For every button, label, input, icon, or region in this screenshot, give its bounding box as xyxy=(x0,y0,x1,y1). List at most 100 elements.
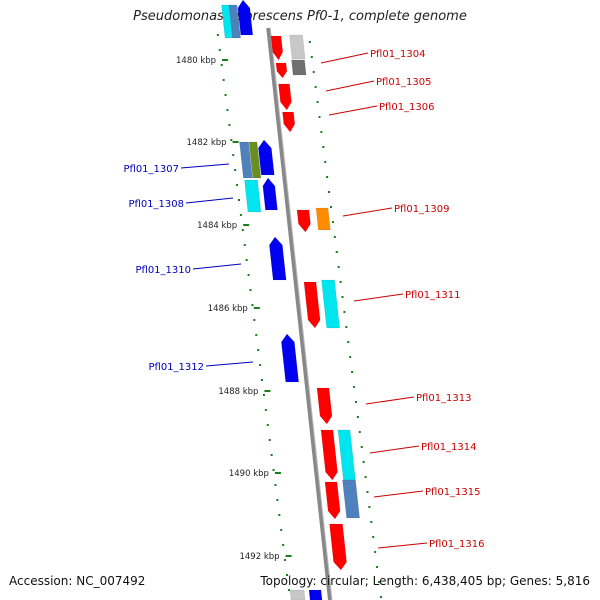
outer-guide-dot xyxy=(343,311,346,313)
inner-guide-dot xyxy=(266,424,269,426)
gene-leader-line xyxy=(328,105,378,116)
gene-label[interactable]: Pfl01_1314 xyxy=(421,442,477,453)
inner-guide-dot xyxy=(245,259,248,261)
gene-leader-line xyxy=(180,163,230,169)
outer-guide-dot xyxy=(354,401,357,403)
gene-arrow-forward[interactable] xyxy=(278,83,292,111)
gene-arrow-forward[interactable] xyxy=(320,429,338,481)
blast-hit-block[interactable] xyxy=(248,141,262,179)
outer-guide-dot xyxy=(320,131,323,133)
inner-guide-dot xyxy=(282,544,285,546)
blast-hit-block[interactable] xyxy=(244,179,262,213)
inner-guide-dot xyxy=(243,244,246,246)
gene-arrow-reverse[interactable] xyxy=(258,139,275,176)
gene-arrow-forward[interactable] xyxy=(324,481,341,520)
gene-leader-line xyxy=(205,361,254,367)
gene-label[interactable]: Pfl01_1309 xyxy=(394,204,450,215)
blast-hit-block[interactable] xyxy=(342,479,360,519)
outer-guide-dot xyxy=(360,446,363,448)
blast-hit-block[interactable] xyxy=(321,279,340,329)
inner-guide-dot xyxy=(255,334,258,336)
genome-title: Pseudomonas fluorescens Pf0-1, complete … xyxy=(133,9,467,24)
gene-label[interactable]: Pfl01_1315 xyxy=(425,487,481,498)
outer-guide-dot xyxy=(312,71,315,73)
gene-leader-line xyxy=(185,197,234,204)
blast-hit-block[interactable] xyxy=(315,207,331,231)
gene-label[interactable]: Pfl01_1312 xyxy=(148,362,204,373)
kbp-tick-mark xyxy=(222,59,229,61)
kbp-tick-label: 1486 kbp xyxy=(208,304,248,314)
gene-arrow-forward[interactable] xyxy=(270,35,283,61)
outer-guide-dot xyxy=(379,596,382,598)
inner-guide-dot xyxy=(249,289,252,291)
outer-guide-dot xyxy=(318,116,321,118)
gene-arrow-forward[interactable] xyxy=(296,209,311,233)
outer-guide-dot xyxy=(374,551,377,553)
inner-guide-dot xyxy=(239,214,242,216)
gene-label[interactable]: Pfl01_1307 xyxy=(123,164,179,175)
gene-leader-line xyxy=(377,542,428,549)
outer-guide-dot xyxy=(364,476,367,478)
gene-arrow-reverse[interactable] xyxy=(308,589,323,600)
blast-hit-block[interactable] xyxy=(337,429,356,481)
outer-guide-dot xyxy=(316,101,319,103)
kbp-tick-label: 1488 kbp xyxy=(218,387,258,397)
outer-guide-dot xyxy=(339,281,342,283)
gene-label[interactable]: Pfl01_1304 xyxy=(370,49,426,60)
gene-leader-line xyxy=(325,80,375,92)
blast-hit-block[interactable] xyxy=(289,589,306,600)
outer-guide-dot xyxy=(376,566,379,568)
kbp-tick-mark xyxy=(264,390,271,392)
gene-arrow-reverse[interactable] xyxy=(269,236,287,281)
gene-arrow-forward[interactable] xyxy=(329,523,347,571)
gene-label[interactable]: Pfl01_1313 xyxy=(416,393,472,404)
outer-guide-dot xyxy=(370,521,373,523)
gene-leader-line xyxy=(192,263,242,270)
kbp-ticks: 1480 kbp 1482 kbp 1484 kbp 1486 kbp 1488 kbp… xyxy=(176,56,292,562)
outer-guide-dot xyxy=(341,296,344,298)
accession-label: Accession: NC_007492 xyxy=(9,574,146,588)
blast-hit-block[interactable] xyxy=(289,34,306,60)
gene-leader-line xyxy=(342,207,393,217)
gene-leader-line xyxy=(320,52,369,64)
outer-guide-dot xyxy=(310,56,313,58)
inner-guide-dot xyxy=(274,484,277,486)
outer-guide-dot xyxy=(333,236,336,238)
gene-arrow-forward[interactable] xyxy=(275,62,288,79)
gene-label[interactable]: Pfl01_1305 xyxy=(376,77,432,88)
gene-leader-line xyxy=(369,445,420,454)
inner-guide-dot xyxy=(237,199,240,201)
topology-label: Topology: circular; Length: 6,438,405 bp… xyxy=(260,574,590,588)
gene-label[interactable]: Pfl01_1308 xyxy=(128,199,184,210)
inner-guide-dot xyxy=(226,109,229,111)
gene-labels[interactable]: Pfl01_1304 Pfl01_1305 Pfl01_1306 Pfl01_1307… xyxy=(123,49,484,550)
gene-arrow-forward[interactable] xyxy=(282,111,296,133)
blast-hit-block[interactable] xyxy=(239,141,253,179)
inner-guide-dot xyxy=(218,49,221,51)
gene-arrow-reverse[interactable] xyxy=(237,0,254,36)
blast-hit-block[interactable] xyxy=(291,59,307,76)
backbone-line xyxy=(266,27,333,600)
gene-label[interactable]: Pfl01_1306 xyxy=(379,102,435,113)
gene-arrow-reverse[interactable] xyxy=(262,177,278,211)
outer-guide-dot xyxy=(322,146,325,148)
gene-label[interactable]: Pfl01_1311 xyxy=(405,290,461,301)
outer-guide-dot xyxy=(328,191,331,193)
outer-guide-dot xyxy=(351,371,354,373)
gene-label[interactable]: Pfl01_1316 xyxy=(429,539,485,550)
inner-guide-dot xyxy=(259,364,262,366)
gene-label[interactable]: Pfl01_1310 xyxy=(135,265,191,276)
gene-arrow-reverse[interactable] xyxy=(281,333,299,383)
gene-arrow-forward[interactable] xyxy=(316,387,333,425)
outer-guide-dot xyxy=(335,251,338,253)
inner-guide-dot xyxy=(236,184,239,186)
outer-guide-dot xyxy=(331,221,334,223)
blast-hit-block[interactable] xyxy=(228,4,241,39)
outer-guide-dot xyxy=(345,326,348,328)
gene-arrow-forward[interactable] xyxy=(303,281,321,329)
genome-backbone xyxy=(266,27,333,600)
gene-features[interactable] xyxy=(221,0,360,600)
outer-guide-dot xyxy=(372,536,375,538)
inner-guide-dot xyxy=(278,514,281,516)
